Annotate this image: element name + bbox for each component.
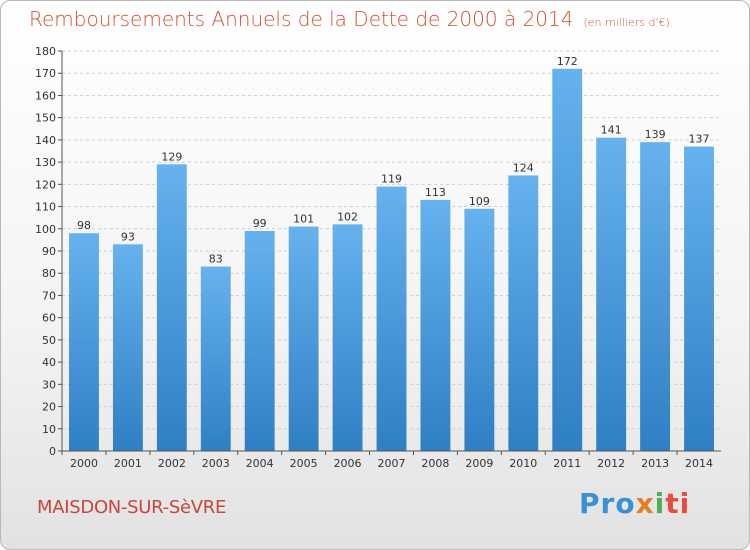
y-tick-label: 50	[42, 334, 56, 347]
y-tick-label: 30	[42, 378, 56, 391]
y-tick-label: 120	[35, 178, 56, 191]
bar-layer: 98 93 129 83 99 101 102 119 113 109 124 172 141 139 13…	[69, 55, 714, 452]
bar-2001	[112, 244, 143, 451]
y-tick-label: 80	[42, 267, 56, 280]
bar-value-label: 109	[469, 195, 490, 208]
y-tick-label: 130	[35, 156, 56, 169]
x-tick-label: 2013	[641, 457, 669, 470]
commune-name: MAISDON-SUR-SèVRE	[37, 497, 227, 518]
bar-value-label: 101	[293, 213, 314, 226]
x-tick-label: 2007	[378, 457, 406, 470]
bar-2012	[596, 137, 627, 451]
y-tick-label: 40	[42, 356, 56, 369]
x-tick-label: 2005	[290, 457, 318, 470]
chart-title: Remboursements Annuels de la Dette de 20…	[29, 7, 670, 31]
x-tick-label: 2012	[597, 457, 625, 470]
logo-part-1: Pro	[579, 487, 636, 520]
x-tick-label: 2009	[465, 457, 493, 470]
x-tick-label: 2002	[158, 457, 186, 470]
bar-value-label: 102	[337, 210, 358, 223]
bar-2006	[332, 224, 363, 451]
x-tick-label: 2000	[70, 457, 98, 470]
x-tick-label: 2003	[202, 457, 230, 470]
x-tick-label: 2004	[246, 457, 274, 470]
x-tick-label: 2006	[334, 457, 362, 470]
y-tick-label: 100	[35, 223, 56, 236]
x-tick-label: 2008	[421, 457, 449, 470]
y-tick-label: 90	[42, 245, 56, 258]
bar-2007	[376, 186, 407, 452]
bar-value-label: 137	[689, 133, 710, 146]
bar-value-label: 99	[253, 217, 267, 230]
logo-part-2: x	[635, 487, 655, 520]
y-tick-label: 0	[49, 445, 56, 458]
bar-2010	[508, 175, 539, 451]
bar-2000	[69, 233, 99, 451]
bar-value-label: 141	[601, 124, 622, 137]
bar-value-label: 98	[77, 219, 91, 232]
bar-2008	[420, 199, 451, 451]
y-tick-label: 60	[42, 312, 56, 325]
logo-part-3: i	[654, 487, 666, 520]
bar-value-label: 113	[425, 186, 446, 199]
y-tick-label: 110	[35, 201, 56, 214]
bar-value-label: 172	[557, 55, 578, 68]
x-tick-label: 2001	[114, 457, 142, 470]
logo-part-4: ti	[665, 487, 691, 520]
x-tick-label: 2011	[553, 457, 581, 470]
bar-2004	[244, 231, 275, 451]
y-tick-label: 160	[35, 89, 56, 102]
y-tick-label: 70	[42, 289, 56, 302]
chart-title-text: Remboursements Annuels de la Dette de 20…	[29, 7, 574, 31]
bar-value-label: 93	[121, 230, 135, 243]
bar-2014	[684, 146, 714, 452]
y-tick-label: 20	[42, 401, 56, 414]
x-tick-label: 2014	[685, 457, 713, 470]
chart-unit: (en milliers d'€)	[583, 16, 670, 29]
x-tick-label: 2010	[509, 457, 537, 470]
bar-2011	[552, 68, 583, 452]
bar-value-label: 119	[381, 173, 402, 186]
y-tick-label: 140	[35, 134, 56, 147]
bar-value-label: 83	[209, 253, 223, 266]
proxiti-logo: Proxiti	[579, 487, 690, 520]
axis-layer: 0 10 20 30 40 50 60 70 80 90 100 110 120 130 140 150 160…	[35, 45, 721, 470]
y-tick-label: 150	[35, 112, 56, 125]
y-tick-label: 10	[42, 423, 56, 436]
y-tick-label: 170	[35, 67, 56, 80]
bar-2009	[464, 208, 495, 451]
bar-value-label: 129	[161, 150, 182, 163]
bar-2002	[156, 164, 187, 452]
y-tick-label: 180	[35, 45, 56, 58]
bar-value-label: 139	[645, 128, 666, 141]
bar-2005	[288, 226, 319, 451]
bar-2013	[640, 142, 671, 451]
bar-value-label: 124	[513, 161, 534, 174]
bar-2003	[200, 266, 231, 451]
